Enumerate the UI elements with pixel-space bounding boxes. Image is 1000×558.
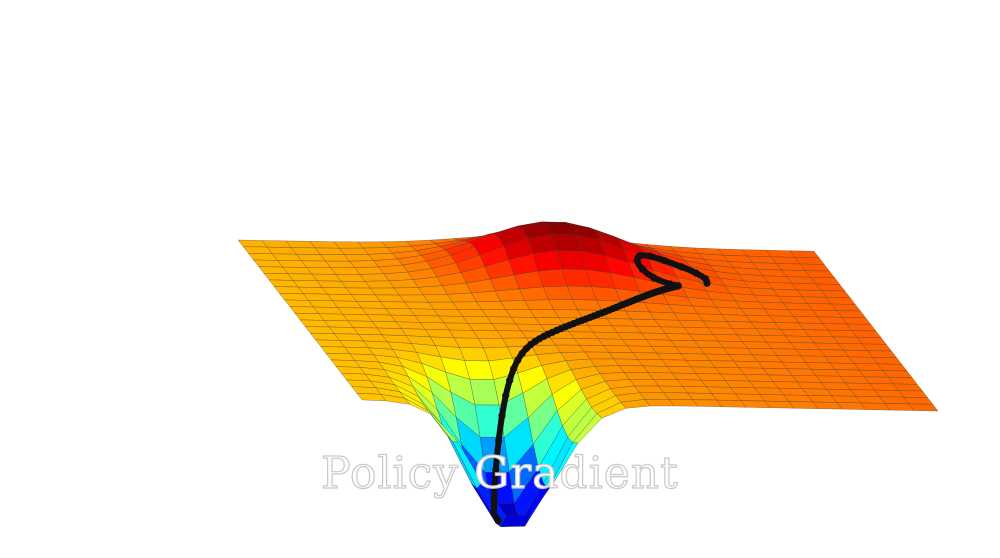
surface-facet (892, 383, 924, 392)
trajectory-point (646, 252, 654, 260)
trajectory-point (510, 365, 518, 373)
surface-facet (887, 376, 918, 385)
trajectory-point (518, 349, 526, 358)
trajectory-point (666, 280, 674, 288)
surface-facet (877, 363, 908, 372)
trajectory-point (650, 274, 658, 282)
trajectory-point (638, 265, 646, 273)
surface-facet (908, 403, 939, 412)
surface-facet (872, 357, 903, 365)
surface-facet (903, 396, 934, 405)
surface-facet (794, 257, 825, 265)
surface-facet (825, 297, 856, 305)
trajectory-point (636, 252, 644, 260)
caption-title: Policy Gradient (321, 448, 679, 499)
surface-facet (789, 250, 820, 259)
trajectory-point (678, 263, 686, 271)
trajectory-point (506, 376, 514, 384)
trajectory-point (514, 356, 522, 364)
trajectory-point (502, 392, 510, 400)
trajectory-point (490, 496, 498, 504)
surface-facet (866, 350, 898, 358)
trajectory-point (692, 269, 700, 277)
trajectory-point (674, 282, 682, 290)
trajectory-point (498, 412, 506, 420)
gradient-trajectory (490, 252, 711, 525)
trajectory-point (492, 465, 500, 474)
trajectory-point (661, 257, 669, 265)
surface-facet (841, 317, 872, 325)
trajectory-point (703, 279, 711, 287)
trajectory-point (494, 517, 502, 525)
trajectory-point (495, 436, 503, 445)
surface-facet (856, 337, 887, 345)
